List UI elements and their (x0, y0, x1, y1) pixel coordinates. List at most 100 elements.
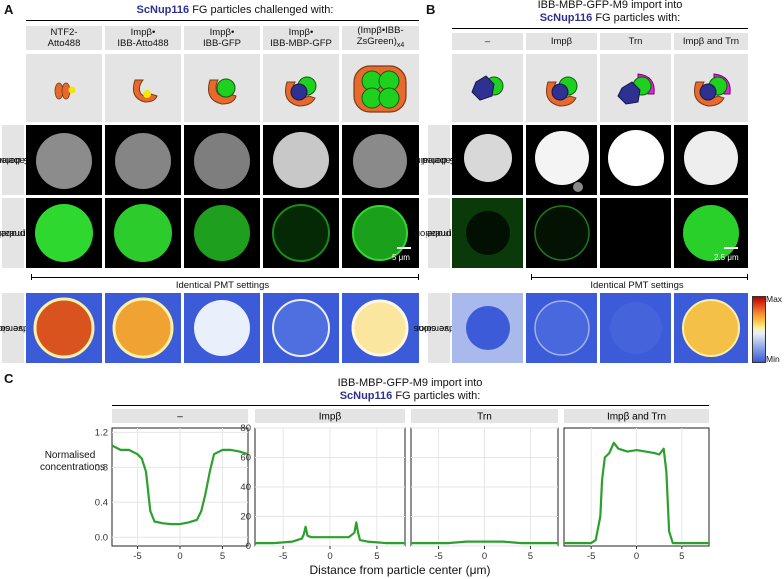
panel-a-letter: A (4, 2, 14, 17)
panel-b-scale-bar (724, 247, 738, 249)
y-tick-label: 60 (240, 453, 251, 464)
panel-a-title: ScNup116 FG particles challenged with: (70, 4, 400, 17)
panel-a-title-rule (26, 20, 419, 21)
panel-a-scale-label: 5 μm (392, 253, 410, 262)
panel-b-fg-image-3 (600, 125, 671, 195)
facet-header-label: – (177, 412, 183, 423)
series-line (564, 441, 709, 545)
panel-c-letter: C (4, 371, 14, 386)
x-tick-label: 0 (634, 551, 639, 562)
series-line (255, 521, 405, 545)
series-line (111, 444, 249, 526)
panel-b-col-header-1: – (452, 33, 523, 50)
panel-c-ylabel: Normalised concentrations (40, 450, 106, 473)
panel-a-heat-image-2 (105, 293, 181, 363)
facet-3: Trn -5 0 5 (410, 409, 559, 562)
panel-b-row-label-fg: Labeled FG domain (416, 125, 463, 195)
panel-a-fg-image-3 (184, 125, 260, 195)
panel-a-heat-image-4 (263, 293, 339, 363)
panel-b-col-header-2: Impβ (526, 33, 597, 50)
panel-b-fg-image-1 (452, 125, 523, 195)
colormap-legend (752, 296, 766, 363)
facet-4: Impβ and Trn -5 0 5 (563, 409, 710, 562)
y-tick-label: 0.8 (95, 462, 108, 473)
panel-b-row-label-false: False color conversions (414, 293, 464, 363)
facet-1: – 0.0 0.4 0.8 1.2 -5 0 5 (95, 409, 249, 562)
panel-b-letter: B (426, 2, 436, 17)
panel-a-title-rest: FG particles challenged with: (189, 4, 334, 16)
colormap-max-label: Max (766, 294, 783, 304)
panel-a-cartoon-ntf2 (26, 54, 102, 122)
facet-header-bg (112, 409, 248, 423)
panel-b-cartoon-none (452, 54, 523, 122)
colormap-min-label: Min (766, 354, 780, 364)
y-tick-label: 80 (240, 423, 251, 434)
panel-a-col-header-4: Impβ• IBB-MBP-GFP (263, 26, 339, 50)
panel-b-scale-label: 2.5 μm (714, 253, 739, 262)
panel-b-pmt-note: Identical PMT settings (590, 280, 684, 291)
panel-a-fg-image-1 (26, 125, 102, 195)
x-tick-label: -5 (434, 551, 442, 562)
panel-b-col-header-4: Impβ and Trn (674, 33, 748, 50)
panel-a-col-header-5: (Impβ•IBB- ZsGreen)x4 (342, 25, 419, 50)
x-tick-label: -5 (279, 551, 287, 562)
panel-a-col-header-1: NTF2- Atto488 (26, 26, 102, 50)
panel-c-charts: – 0.0 0.4 0.8 1.2 -5 0 5 Impβ 0 20 40 60 80 -5 0 5 Trn -5 0… (95, 409, 710, 562)
panel-a-scale-bar (397, 247, 411, 249)
panel-b-heat-image-4 (674, 293, 748, 363)
facet-header-label: Impβ and Trn (607, 412, 666, 423)
x-tick-label: 0 (482, 551, 487, 562)
panel-b-title-rule (452, 28, 748, 29)
panel-c-title-rule (112, 405, 709, 406)
panel-b-cartoon-trn (600, 54, 671, 122)
panel-b-row-label-perm: Permeation probe (415, 198, 463, 268)
panel-b-cartoon-impb (526, 54, 597, 122)
panel-b-perm-image-1 (452, 198, 523, 268)
panel-a-perm-image-5: 5 μm (342, 198, 419, 268)
facet-header-bg (411, 409, 558, 423)
facet-header-label: Impβ (319, 412, 342, 423)
x-tick-label: 5 (528, 551, 533, 562)
panel-a-perm-image-4 (263, 198, 339, 268)
panel-c-title: IBB-MBP-GFP-M9 import into ScNup116 FG p… (337, 377, 483, 402)
panel-a-col-header-2: Impβ• IBB-Atto488 (105, 26, 181, 50)
panel-a-fg-image-2 (105, 125, 181, 195)
y-tick-label: 40 (240, 482, 251, 493)
panel-b-perm-image-4: 2.5 μm (674, 198, 748, 268)
panel-a-fg-image-4 (263, 125, 339, 195)
panel-b-perm-image-2 (526, 198, 597, 268)
panel-b-heat-image-1 (452, 293, 523, 363)
facet-header-bg (564, 409, 709, 423)
panel-a-cartoon-zsgreen-tetramer (342, 54, 419, 122)
x-tick-label: 5 (220, 551, 225, 562)
x-tick-label: -5 (587, 551, 595, 562)
panel-b-cartoon-impb-trn (674, 54, 748, 122)
panel-a-cartoon-impb-ibb-gfp (184, 54, 260, 122)
panel-a-heat-image-5 (342, 293, 419, 363)
panel-b-col-header-3: Trn (600, 33, 671, 50)
panel-a-perm-image-2 (105, 198, 181, 268)
panel-a-heat-image-1 (26, 293, 102, 363)
panel-a-perm-image-3 (184, 198, 260, 268)
facet-header-label: Trn (477, 412, 492, 423)
panel-b-heat-image-2 (526, 293, 597, 363)
panel-b-heat-image-3 (600, 293, 671, 363)
panel-a-strain: ScNup116 (136, 4, 190, 16)
y-tick-label: 0 (246, 541, 251, 552)
panel-b-fg-image-2 (526, 125, 597, 195)
panel-a-heat-image-3 (184, 293, 260, 363)
facet-2: Impβ 0 20 40 60 80 -5 0 5 (240, 409, 406, 562)
series-line (411, 540, 558, 545)
panel-b-title: IBB-MBP-GFP-M9 import into ScNup116 FG p… (537, 0, 683, 24)
x-tick-label: 0 (327, 551, 332, 562)
y-tick-label: 1.2 (95, 427, 108, 438)
panel-a-pmt-note: Identical PMT settings (175, 280, 270, 291)
panel-a-cartoon-impb-ibb-atto (105, 54, 181, 122)
y-tick-label: 20 (240, 512, 251, 523)
panel-b-pmt-rule (531, 277, 748, 278)
panel-b-fg-image-4 (674, 125, 748, 195)
facet-header-bg (255, 409, 405, 423)
